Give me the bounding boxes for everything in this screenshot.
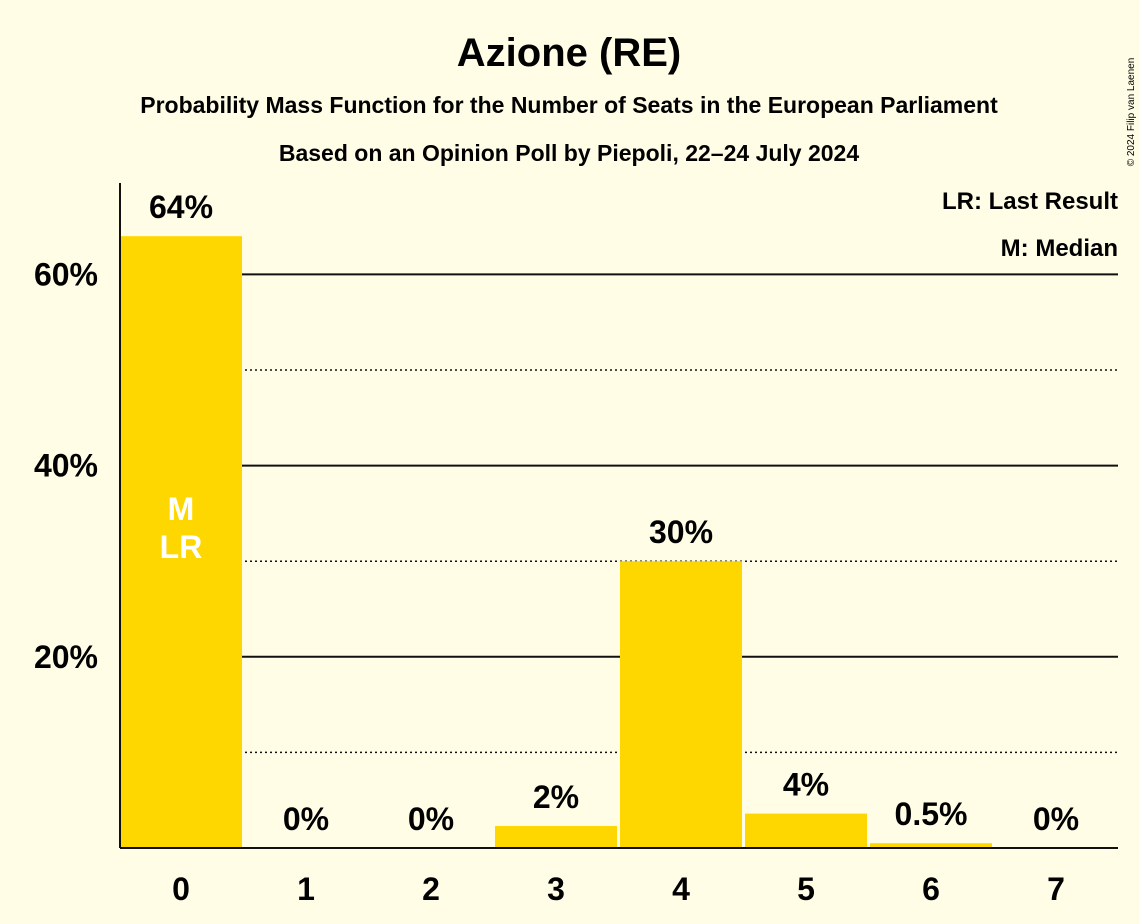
x-tick-label: 1 — [297, 871, 315, 907]
bar-gap — [743, 812, 869, 814]
y-tick-label: 40% — [34, 448, 98, 484]
bar-gap — [493, 824, 619, 826]
bar-value-label: 0% — [283, 801, 329, 837]
y-tick-label: 20% — [34, 639, 98, 675]
bar — [120, 236, 242, 848]
bar — [870, 843, 992, 848]
bar-value-label: 0% — [408, 801, 454, 837]
chart-title: Azione (RE) — [457, 31, 681, 75]
bar-value-label: 30% — [649, 514, 713, 550]
x-tick-label: 4 — [672, 871, 690, 907]
bar-value-label: 2% — [533, 779, 579, 815]
bar-value-label: 64% — [149, 189, 213, 225]
bar-gap — [868, 841, 994, 843]
x-tick-label: 0 — [172, 871, 190, 907]
chart-source-subtitle: Based on an Opinion Poll by Piepoli, 22–… — [279, 140, 860, 166]
x-tick-label: 2 — [422, 871, 440, 907]
median-marker: M — [168, 491, 195, 527]
copyright-notice: © 2024 Filip van Laenen — [1126, 58, 1137, 167]
x-tick-label: 3 — [547, 871, 565, 907]
chart-subtitle: Probability Mass Function for the Number… — [140, 92, 998, 118]
bar-gap — [118, 234, 244, 236]
y-tick-label: 60% — [34, 256, 98, 292]
x-tick-label: 7 — [1047, 871, 1065, 907]
bar — [620, 561, 742, 848]
last-result-marker: LR — [160, 529, 203, 565]
x-tick-label: 6 — [922, 871, 940, 907]
legend-median: M: Median — [1001, 235, 1118, 262]
x-tick-label: 5 — [797, 871, 815, 907]
bar — [495, 826, 617, 848]
bar-value-label: 4% — [783, 767, 829, 803]
bar-value-label: 0.5% — [895, 796, 968, 832]
legend-last-result: LR: Last Result — [942, 188, 1118, 215]
bar — [745, 813, 867, 848]
bar-value-label: 0% — [1033, 801, 1079, 837]
